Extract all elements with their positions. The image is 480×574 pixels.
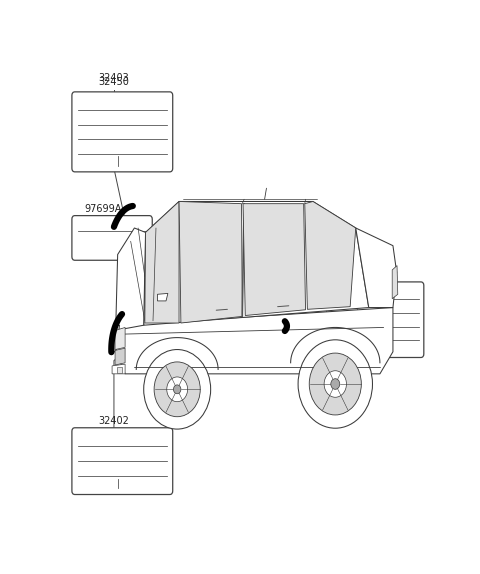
Polygon shape	[115, 327, 125, 350]
Text: 97699A: 97699A	[84, 204, 121, 214]
Circle shape	[298, 340, 372, 428]
Polygon shape	[145, 201, 179, 323]
Polygon shape	[157, 293, 168, 301]
Polygon shape	[243, 204, 305, 316]
Polygon shape	[112, 364, 125, 374]
Text: 32450: 32450	[98, 77, 130, 87]
Circle shape	[167, 377, 188, 402]
FancyBboxPatch shape	[282, 282, 424, 358]
Text: 32402: 32402	[98, 416, 130, 425]
FancyBboxPatch shape	[72, 216, 152, 260]
Text: 05203: 05203	[314, 271, 345, 281]
Polygon shape	[117, 367, 122, 373]
Circle shape	[309, 353, 361, 415]
Polygon shape	[115, 348, 125, 365]
FancyBboxPatch shape	[72, 428, 173, 495]
Polygon shape	[111, 325, 120, 352]
Circle shape	[144, 350, 211, 429]
Circle shape	[324, 371, 347, 397]
Polygon shape	[116, 308, 393, 374]
Circle shape	[154, 362, 200, 417]
Polygon shape	[116, 228, 145, 329]
Circle shape	[173, 385, 181, 394]
Polygon shape	[392, 266, 398, 298]
Text: 32403: 32403	[98, 73, 129, 83]
FancyBboxPatch shape	[72, 92, 173, 172]
Polygon shape	[305, 201, 356, 309]
Polygon shape	[144, 201, 369, 325]
Polygon shape	[179, 201, 242, 323]
Polygon shape	[356, 228, 396, 308]
Circle shape	[331, 379, 340, 389]
